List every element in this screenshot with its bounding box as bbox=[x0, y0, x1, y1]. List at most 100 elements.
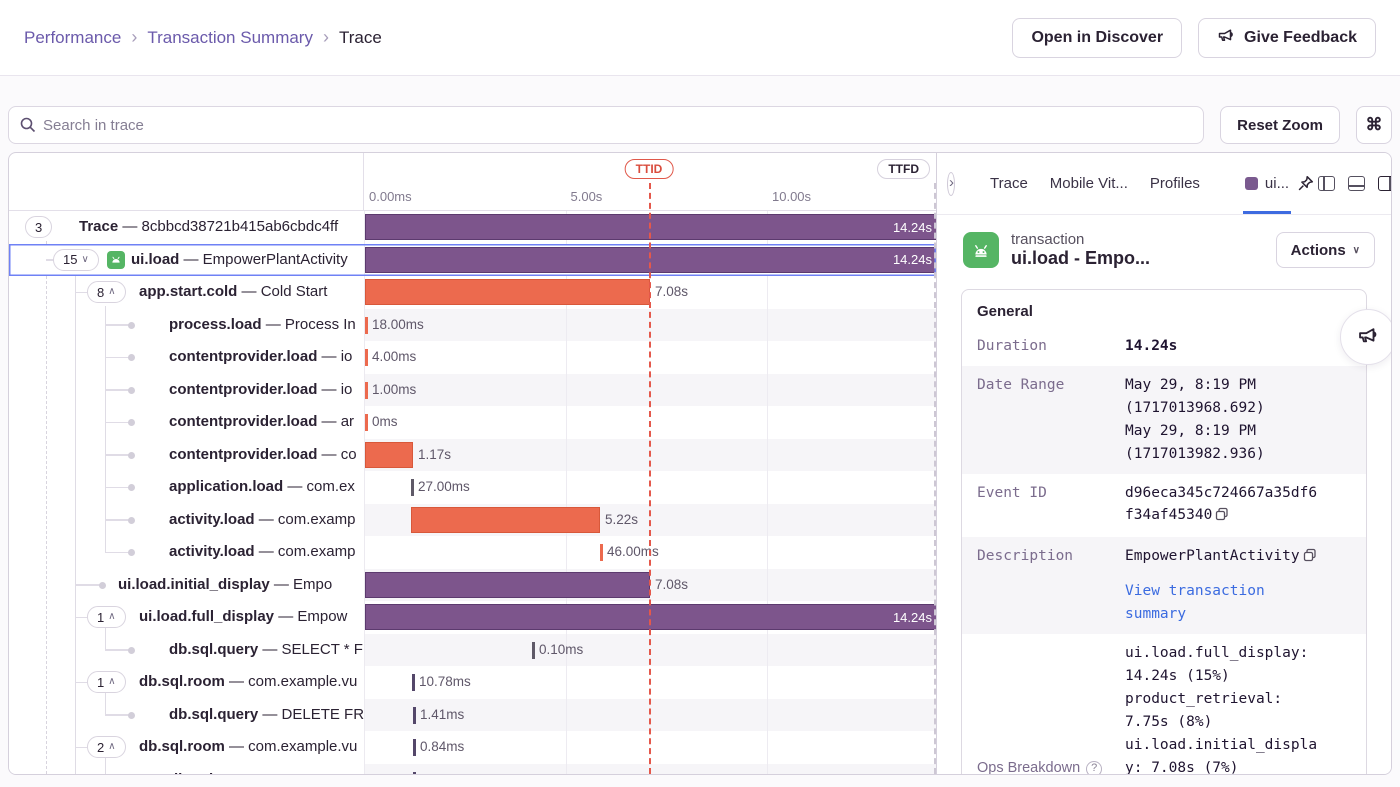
span-duration-tick bbox=[412, 674, 415, 691]
tab-ui-load-active[interactable]: ui... bbox=[1242, 153, 1292, 214]
dock-left-icon[interactable] bbox=[1318, 176, 1336, 191]
feedback-float-button[interactable] bbox=[1340, 309, 1391, 365]
view-transaction-summary-link[interactable]: View transaction summary bbox=[1125, 583, 1265, 623]
breadcrumb-separator-icon: › bbox=[322, 27, 329, 47]
help-icon[interactable]: ? bbox=[1086, 760, 1103, 774]
general-row-label: Ops Breakdown? bbox=[977, 757, 1125, 774]
span-row[interactable]: 2 ∧ db.sql.room — com.example.vu 0.84ms bbox=[9, 731, 936, 764]
span-dot-icon bbox=[128, 321, 135, 329]
span-row[interactable]: contentprovider.load — co 1.17s bbox=[9, 438, 936, 471]
top-bar: Performance › Transaction Summary › Trac… bbox=[0, 0, 1400, 76]
span-description: — io bbox=[317, 348, 353, 365]
general-row-label: Date Range bbox=[977, 376, 1065, 393]
tab-profiles[interactable]: Profiles bbox=[1149, 175, 1200, 192]
span-row[interactable]: db.sql.query — INSERT OR 0.70ms bbox=[9, 763, 936, 774]
ttid-badge[interactable]: TTID bbox=[624, 159, 674, 179]
span-duration-bar[interactable]: 14.24s bbox=[365, 214, 936, 240]
tab-ui-load-label: ui... bbox=[1264, 175, 1290, 192]
span-timeline-cell[interactable]: 27.00ms bbox=[364, 471, 936, 504]
transaction-title: ui.load - Empo... bbox=[1011, 248, 1150, 268]
span-duration-bar[interactable] bbox=[365, 571, 650, 598]
span-timeline-cell[interactable]: 14.24s bbox=[364, 243, 936, 276]
span-timeline-cell[interactable]: 7.08s bbox=[364, 276, 936, 309]
span-tree-cell: activity.load — com.examp bbox=[9, 503, 364, 536]
span-timeline-cell[interactable]: 46.00ms bbox=[364, 536, 936, 569]
span-timeline-cell[interactable]: 5.22s bbox=[364, 503, 936, 536]
span-tree-cell: 2 ∧ db.sql.room — com.example.vu bbox=[9, 731, 364, 764]
copy-icon[interactable] bbox=[1215, 506, 1229, 529]
span-children-badge[interactable]: 1 ∧ bbox=[87, 671, 126, 693]
span-children-badge[interactable]: 3 bbox=[25, 216, 53, 238]
span-duration-bar[interactable] bbox=[365, 441, 413, 468]
dock-right-icon[interactable] bbox=[1378, 176, 1391, 191]
span-row[interactable]: 15 ∨ ui.load — EmpowerPlantActivity 14.24s bbox=[9, 243, 936, 276]
span-duration-label: 5.22s bbox=[605, 511, 639, 527]
general-row-value: EmpowerPlantActivity View transaction sum… bbox=[1125, 545, 1325, 626]
span-timeline-cell[interactable]: 0.84ms bbox=[364, 731, 936, 764]
span-dot-icon bbox=[128, 354, 135, 361]
chevron-up-icon: ∧ bbox=[108, 741, 116, 752]
span-description: — com.example.vu bbox=[224, 673, 358, 690]
reset-zoom-button[interactable]: Reset Zoom bbox=[1220, 106, 1340, 144]
breadcrumb: Performance › Transaction Summary › Trac… bbox=[24, 27, 382, 48]
give-feedback-button[interactable]: Give Feedback bbox=[1198, 17, 1376, 58]
span-row[interactable]: 1 ∧ ui.load.full_display — Empow 14.24s bbox=[9, 601, 936, 634]
span-row[interactable]: contentprovider.load — io 4.00ms bbox=[9, 341, 936, 374]
span-timeline-cell[interactable]: 1.17s bbox=[364, 438, 936, 471]
span-timeline-cell[interactable]: 0.70ms bbox=[364, 763, 936, 774]
span-children-badge[interactable]: 1 ∧ bbox=[87, 606, 126, 628]
span-row[interactable]: ui.load.initial_display — Empo 7.08s bbox=[9, 568, 936, 601]
span-row[interactable]: 8 ∧ app.start.cold — Cold Start 7.08s bbox=[9, 276, 936, 309]
badge-count: 8 bbox=[97, 284, 105, 300]
collapse-drawer-icon[interactable]: › bbox=[947, 171, 955, 196]
span-name: ui.load.full_display — Empow bbox=[139, 608, 348, 625]
span-row[interactable]: contentprovider.load — io 1.00ms bbox=[9, 373, 936, 406]
span-row[interactable]: activity.load — com.examp 5.22s bbox=[9, 503, 936, 536]
span-duration-bar[interactable] bbox=[365, 279, 650, 305]
actions-button[interactable]: Actions ∨ bbox=[1275, 232, 1375, 268]
span-timeline-cell[interactable]: 1.41ms bbox=[364, 698, 936, 731]
span-timeline-cell[interactable]: 0.10ms bbox=[364, 633, 936, 666]
span-timeline-cell[interactable]: 14.24s bbox=[364, 211, 936, 244]
span-row[interactable]: db.sql.query — DELETE FR 1.41ms bbox=[9, 698, 936, 731]
span-duration-bar[interactable]: 14.24s bbox=[365, 604, 936, 630]
span-name: db.sql.query — DELETE FR bbox=[169, 705, 364, 723]
span-timeline-cell[interactable]: 18.00ms bbox=[364, 308, 936, 341]
copy-icon[interactable] bbox=[1303, 547, 1317, 570]
search-input[interactable] bbox=[8, 106, 1205, 144]
span-timeline-cell[interactable]: 14.24s bbox=[364, 601, 936, 634]
span-timeline-cell[interactable]: 0ms bbox=[364, 406, 936, 439]
general-row-value: d96eca345c724667a35df6f34af45340 bbox=[1125, 482, 1325, 530]
span-row[interactable]: 1 ∧ db.sql.room — com.example.vu 10.78ms bbox=[9, 666, 936, 699]
span-timeline-cell[interactable]: 1.00ms bbox=[364, 373, 936, 406]
pin-tab-icon[interactable] bbox=[1293, 171, 1318, 196]
tab-mobile-vitals[interactable]: Mobile Vit... bbox=[1049, 175, 1128, 192]
span-duration-bar[interactable]: 14.24s bbox=[365, 246, 936, 273]
span-children-badge[interactable]: 8 ∧ bbox=[87, 281, 126, 303]
value-line: 14.24s bbox=[1125, 338, 1178, 354]
span-name: db.sql.room — com.example.vu bbox=[139, 738, 358, 755]
tab-trace[interactable]: Trace bbox=[990, 175, 1028, 192]
span-children-badge[interactable]: 15 ∨ bbox=[53, 248, 99, 271]
span-row[interactable]: process.load — Process In 18.00ms bbox=[9, 308, 936, 341]
span-row[interactable]: db.sql.query — SELECT * F 0.10ms bbox=[9, 633, 936, 666]
breadcrumb-transaction-summary[interactable]: Transaction Summary bbox=[147, 27, 313, 47]
breadcrumb-performance[interactable]: Performance bbox=[24, 27, 122, 47]
span-timeline-cell[interactable]: 7.08s bbox=[364, 568, 936, 601]
shortcut-command-button[interactable]: ⌘ bbox=[1356, 106, 1392, 144]
span-tree-cell: contentprovider.load — co bbox=[9, 438, 364, 471]
span-row[interactable]: 3 Trace — 8cbbcd38721b415ab6cbdc4ff 14.24s bbox=[9, 211, 936, 244]
span-timeline-cell[interactable]: 10.78ms bbox=[364, 666, 936, 699]
span-duration-label: 7.08s bbox=[655, 576, 689, 592]
open-in-discover-button[interactable]: Open in Discover bbox=[1012, 17, 1183, 58]
dock-bottom-icon[interactable] bbox=[1348, 176, 1366, 191]
trace-view: 0.00ms 5.00s 10.00s 3 Trace — 8cbbcd38721b4… bbox=[8, 152, 1392, 775]
ttfd-badge[interactable]: TTFD bbox=[877, 159, 930, 179]
span-row[interactable]: activity.load — com.examp 46.00ms bbox=[9, 536, 936, 569]
span-timeline-cell[interactable]: 4.00ms bbox=[364, 341, 936, 374]
span-duration-bar[interactable] bbox=[411, 506, 600, 533]
span-row[interactable]: application.load — com.ex 27.00ms bbox=[9, 471, 936, 504]
span-children-badge[interactable]: 2 ∧ bbox=[87, 736, 126, 758]
span-row[interactable]: contentprovider.load — ar 0ms bbox=[9, 406, 936, 439]
general-card: General Duration 14.24s Date Range May 29, … bbox=[961, 289, 1367, 774]
